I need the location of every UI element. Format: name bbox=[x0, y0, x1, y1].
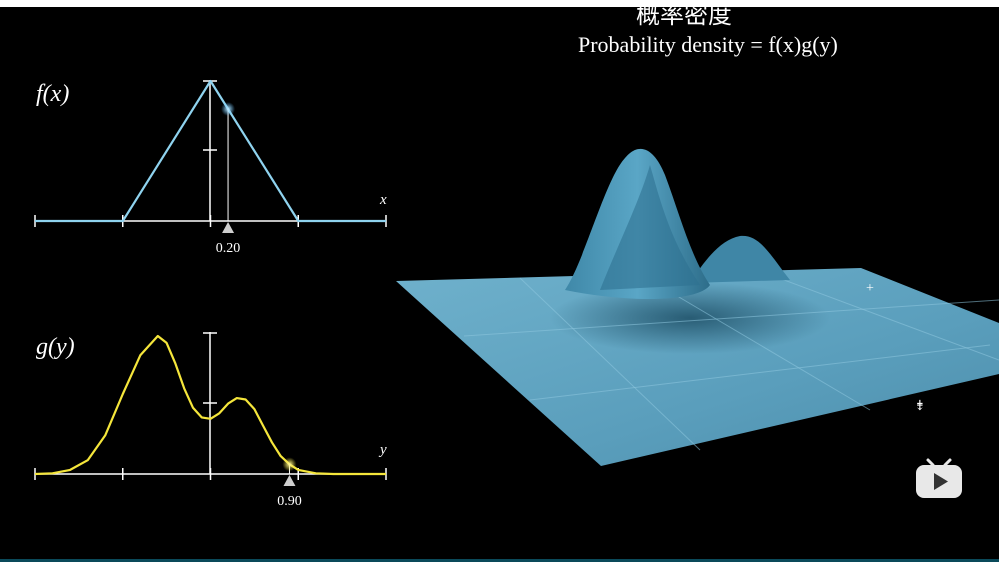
surface-peak-ridge bbox=[600, 165, 700, 290]
g-marker-triangle bbox=[283, 475, 296, 486]
g-plot: g(y) y 0.90 bbox=[34, 332, 387, 509]
surface-shadow bbox=[550, 282, 830, 354]
f-curve bbox=[35, 79, 386, 223]
g-curve bbox=[34, 334, 386, 476]
surface-peak-small bbox=[690, 235, 790, 283]
g-marker-label: 0.90 bbox=[277, 494, 302, 509]
top-bar bbox=[0, 0, 999, 7]
f-x-axis-label: x bbox=[379, 192, 387, 208]
bilibili-tv-icon[interactable] bbox=[914, 456, 964, 500]
progress-bar[interactable] bbox=[0, 559, 999, 562]
g-marker-glow bbox=[282, 457, 297, 472]
surface-axis-marker-2: ⇟ bbox=[914, 399, 926, 414]
surface-axis-marker-1: + bbox=[866, 281, 874, 296]
f-marker-glow bbox=[221, 102, 236, 116]
title-english: Probability density = f(x)g(y) bbox=[578, 32, 838, 57]
title-chinese: 概率密度 bbox=[636, 1, 732, 29]
surface-plane bbox=[396, 268, 999, 466]
surface-3d: + ⇟ bbox=[396, 148, 999, 466]
f-plot: f(x) x 0.20 bbox=[34, 79, 387, 256]
f-function-label: f(x) bbox=[36, 81, 69, 107]
f-marker-triangle bbox=[222, 222, 235, 233]
g-x-axis-label: y bbox=[378, 442, 387, 458]
g-function-label: g(y) bbox=[36, 334, 75, 360]
f-marker-label: 0.20 bbox=[216, 241, 241, 256]
